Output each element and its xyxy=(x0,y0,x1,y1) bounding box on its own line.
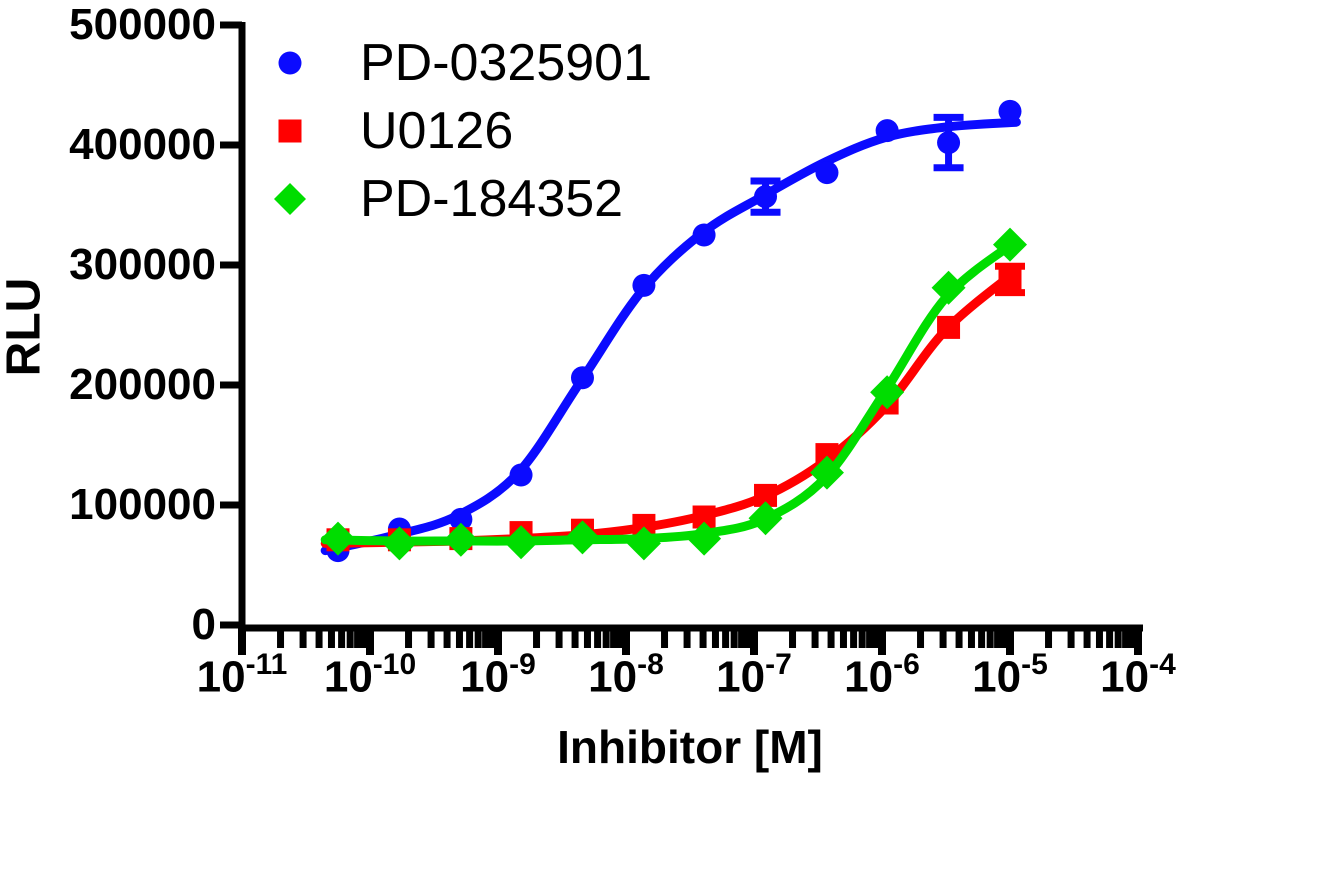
data-point-PD-0325901 xyxy=(815,161,839,185)
data-point-PD-0325901 xyxy=(937,131,961,155)
legend-marker-PD-0325901 xyxy=(278,51,302,75)
y-tick-label: 500000 xyxy=(69,0,216,49)
fit-curve-U0126 xyxy=(320,266,1021,548)
data-point-PD-184352 xyxy=(504,525,539,560)
data-point-PD-184352 xyxy=(565,520,600,555)
y-tick-label: 200000 xyxy=(69,360,216,409)
x-axis-title: Inhibitor [M] xyxy=(557,721,823,773)
data-point-PD-0325901 xyxy=(875,119,899,143)
circle-marker-icon xyxy=(278,51,302,75)
data-point-PD-184352 xyxy=(931,270,966,305)
legend-marker-U0126 xyxy=(278,119,302,143)
x-tick-label: 10-6 xyxy=(844,648,920,702)
data-point-U0126 xyxy=(815,443,839,467)
legend-item-PD-184352: PD-184352 xyxy=(266,165,652,233)
data-point-PD-184352 xyxy=(443,522,478,557)
diamond-marker-icon xyxy=(274,183,306,215)
data-point-PD-0325901 xyxy=(692,223,716,247)
y-tick-label: 0 xyxy=(191,600,216,649)
legend: PD-0325901 U0126 PD-184352 xyxy=(266,29,652,233)
data-point-PD-184352 xyxy=(809,455,844,490)
square-marker-icon xyxy=(278,119,302,143)
legend-label-U0126: U0126 xyxy=(360,102,514,160)
legend-item-U0126: U0126 xyxy=(266,97,652,165)
data-point-PD-0325901 xyxy=(449,507,473,531)
data-point-U0126 xyxy=(998,267,1022,291)
data-point-PD-184352 xyxy=(748,501,783,536)
x-tick-label: 10-4 xyxy=(1100,648,1176,702)
legend-label-PD-184352: PD-184352 xyxy=(360,170,624,228)
y-tick-label: 400000 xyxy=(69,120,216,169)
data-point-PD-184352 xyxy=(993,227,1027,262)
y-tick-label: 100000 xyxy=(69,480,216,529)
data-point-U0126 xyxy=(632,513,656,537)
data-point-PD-0325901 xyxy=(632,273,656,297)
legend-label-PD-0325901: PD-0325901 xyxy=(360,34,652,92)
x-tick-label: 10-9 xyxy=(460,648,536,702)
data-point-PD-0325901 xyxy=(998,99,1022,123)
data-point-PD-184352 xyxy=(687,521,722,556)
data-point-U0126 xyxy=(754,483,778,507)
data-point-PD-0325901 xyxy=(754,185,778,209)
data-point-PD-184352 xyxy=(626,526,661,561)
data-point-U0126 xyxy=(937,315,961,339)
data-point-PD-0325901 xyxy=(570,366,594,390)
legend-item-PD-0325901: PD-0325901 xyxy=(266,29,652,97)
x-tick-label: 10-5 xyxy=(972,648,1048,702)
data-point-PD-0325901 xyxy=(509,463,533,487)
data-point-PD-184352 xyxy=(870,375,905,410)
y-axis-title: RLU xyxy=(0,277,51,377)
data-point-PD-184352 xyxy=(321,521,355,556)
x-tick-label: 10-10 xyxy=(323,648,417,702)
x-tick-label: 10-11 xyxy=(196,648,288,702)
fit-curve-PD-184352 xyxy=(320,236,1021,546)
data-point-U0126 xyxy=(692,505,716,529)
y-tick-label: 300000 xyxy=(69,240,216,289)
x-tick-label: 10-8 xyxy=(588,648,664,702)
legend-marker-PD-184352 xyxy=(274,183,306,215)
data-point-PD-184352 xyxy=(382,526,417,561)
x-tick-label: 10-7 xyxy=(716,648,792,702)
